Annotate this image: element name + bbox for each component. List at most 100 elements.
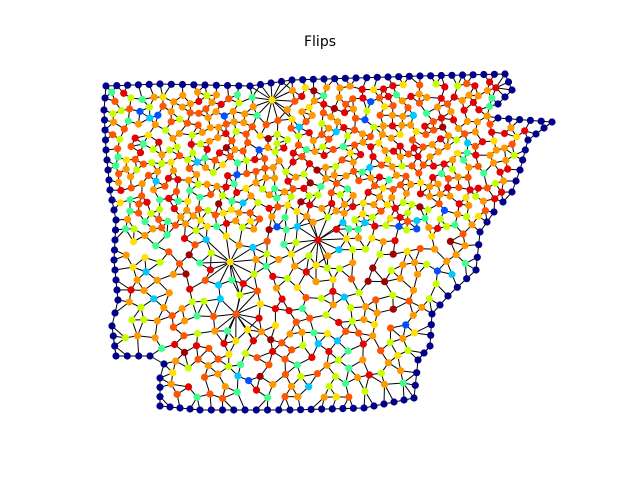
graph-node <box>504 165 512 173</box>
graph-node <box>191 241 199 249</box>
graph-node <box>271 185 279 193</box>
boundary-node <box>458 71 467 79</box>
graph-node <box>150 93 158 101</box>
boundary-node <box>166 403 174 411</box>
graph-node <box>194 329 202 338</box>
graph-node <box>403 247 411 255</box>
graph-node <box>440 206 449 214</box>
graph-node <box>150 295 158 303</box>
graph-node <box>151 334 159 342</box>
graph-node <box>443 222 451 230</box>
graph-node <box>302 294 310 302</box>
graph-node <box>463 149 471 157</box>
boundary-node <box>112 216 120 224</box>
graph-node <box>364 188 372 196</box>
boundary-node <box>104 166 112 174</box>
graph-node <box>293 207 301 215</box>
boundary-node <box>516 166 524 174</box>
graph-node <box>377 161 386 169</box>
graph-edge <box>205 239 231 263</box>
graph-node <box>269 347 277 356</box>
graph-node <box>419 143 427 151</box>
boundary-node <box>437 71 445 80</box>
graph-node <box>330 171 338 179</box>
graph-node <box>240 119 248 127</box>
graph-node <box>357 151 365 159</box>
graph-node <box>471 82 479 90</box>
graph-edge <box>271 79 293 101</box>
graph-edge <box>315 239 319 266</box>
graph-node <box>147 209 155 218</box>
graph-node <box>196 259 204 267</box>
graph-node <box>429 162 438 170</box>
graph-node <box>491 179 499 187</box>
graph-node <box>396 153 404 161</box>
boundary-node <box>109 332 117 340</box>
graph-node <box>126 173 135 181</box>
graph-edge <box>235 290 258 315</box>
graph-node <box>483 87 491 95</box>
graph-node <box>327 189 335 197</box>
graph-node <box>239 199 247 207</box>
boundary-node <box>427 321 435 329</box>
graph-node <box>453 149 462 157</box>
graph-node <box>273 140 281 148</box>
graph-node <box>399 198 407 207</box>
graph-node <box>153 276 161 284</box>
graph-node <box>169 270 177 278</box>
graph-node <box>201 154 209 162</box>
graph-node <box>329 276 337 284</box>
graph-node <box>335 318 343 326</box>
graph-node <box>507 124 515 132</box>
graph-node <box>386 338 394 347</box>
graph-node <box>232 217 240 225</box>
graph-node <box>258 185 266 193</box>
graph-node <box>377 207 385 215</box>
graph-node <box>300 184 308 192</box>
graph-node <box>297 373 305 381</box>
graph-node <box>169 323 177 331</box>
graph-node <box>389 147 398 155</box>
graph-node <box>159 102 167 110</box>
boundary-node <box>106 186 114 194</box>
boundary-node <box>176 404 184 412</box>
graph-node <box>288 86 297 95</box>
boundary-node <box>286 406 294 414</box>
boundary-node <box>212 81 220 89</box>
graph-node <box>136 107 144 116</box>
boundary-node <box>102 82 110 90</box>
boundary-node <box>110 246 119 254</box>
graph-node <box>178 305 186 313</box>
graph-node <box>203 222 211 230</box>
graph-node <box>378 130 387 138</box>
graph-node <box>345 393 353 401</box>
graph-node <box>233 159 242 167</box>
graph-node <box>218 161 227 169</box>
graph-node <box>381 147 389 155</box>
boundary-node <box>101 94 109 102</box>
graph-node <box>154 167 162 176</box>
boundary-node <box>299 76 307 84</box>
boundary-node <box>373 73 381 81</box>
graph-node <box>396 142 404 150</box>
graph-node <box>492 84 500 92</box>
boundary-node <box>307 405 315 413</box>
graph-node <box>114 145 122 153</box>
graph-node <box>446 192 454 200</box>
graph-node <box>433 267 441 275</box>
graph-node <box>369 332 377 340</box>
graph-node <box>194 205 203 213</box>
graph-node <box>225 350 233 358</box>
graph-node <box>179 91 187 99</box>
graph-node <box>350 167 358 175</box>
graph-edge <box>219 298 237 315</box>
graph-node <box>184 364 192 372</box>
graph-node <box>126 105 134 113</box>
graph-node <box>143 198 151 206</box>
boundary-node <box>156 374 164 382</box>
graph-node <box>233 188 241 197</box>
graph-node <box>261 155 269 163</box>
graph-node <box>265 226 273 234</box>
graph-node <box>265 191 273 199</box>
boundary-node <box>413 369 421 377</box>
